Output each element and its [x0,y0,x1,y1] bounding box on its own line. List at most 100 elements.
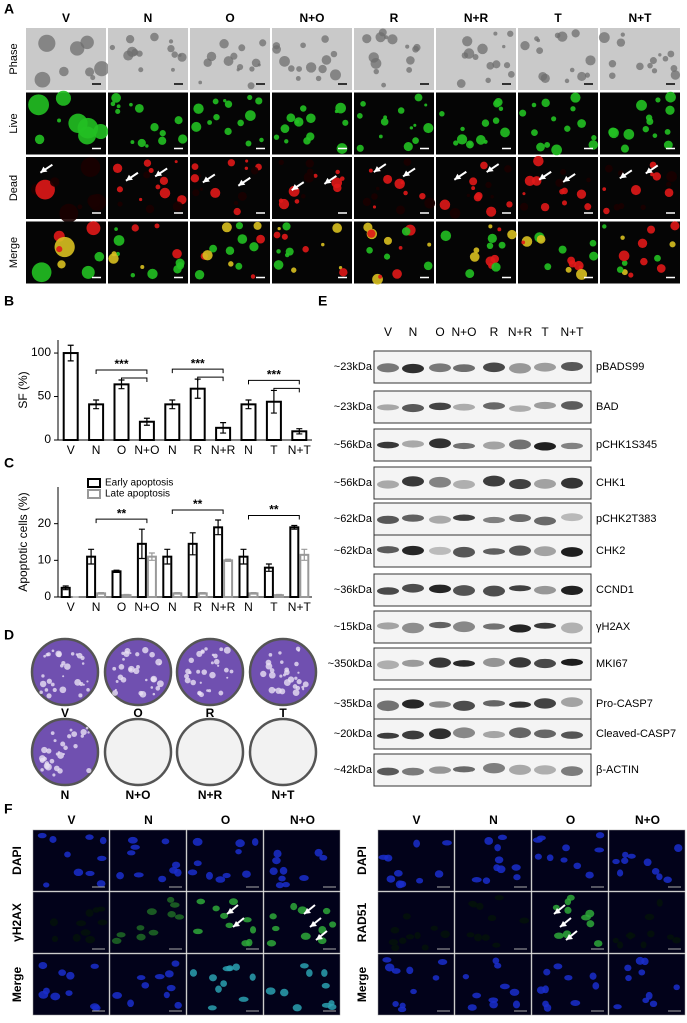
colony [61,661,66,666]
colony [142,647,149,654]
cell [584,203,592,211]
arrow-head [560,921,567,927]
nucleus [91,1004,101,1012]
nucleus [673,984,680,991]
band [377,404,399,411]
cell [109,44,116,51]
band [377,587,399,595]
cell [250,274,256,279]
colony [51,649,55,653]
cell [224,127,232,136]
y-tick-label: 10 [38,553,52,567]
column-header: R [390,11,399,25]
nucleus [638,969,646,976]
row-label: Live [8,113,20,133]
band [453,442,475,450]
cell [658,53,662,57]
panel-label: F [4,801,13,817]
cell [305,159,314,168]
nucleus [242,870,251,878]
significance: *** [191,356,205,370]
band [402,622,424,634]
colony [196,669,201,674]
cell [647,225,656,234]
band [534,765,556,775]
band [534,546,556,557]
colony [39,690,43,694]
nucleus [640,941,647,949]
bar [289,526,300,598]
nucleus [112,991,123,999]
cell [225,246,235,255]
band [402,476,424,487]
cell [477,43,488,55]
cell [210,187,221,198]
band [429,515,451,524]
micrograph [109,829,187,892]
cell [282,222,291,231]
cell [394,178,405,190]
colony [43,654,46,658]
y-tick-label: 0 [44,589,51,603]
colony [67,734,72,739]
nucleus [497,834,508,841]
cell [93,123,109,140]
cell [647,62,653,69]
cell [551,144,562,156]
row-label: γH2AX [10,903,24,942]
cell [335,102,346,114]
colony [56,651,62,658]
micrograph [600,221,680,284]
x-tick-label: R [193,443,202,457]
nucleus [167,911,176,918]
cell [589,251,599,261]
cell [540,202,550,212]
error-bar [250,592,257,595]
colony [135,652,140,657]
colony [152,692,156,696]
cell [576,268,588,280]
band [377,767,399,776]
nucleus [390,926,400,934]
colony [118,664,125,670]
cell [356,144,364,152]
nucleus [388,939,399,946]
colony [40,768,44,772]
cell [571,29,580,38]
colony [294,676,298,680]
band [453,727,475,739]
cell [621,269,628,276]
nucleus [484,836,494,845]
nucleus [50,992,61,1001]
nucleus [90,963,99,969]
cell [245,140,252,147]
cell [237,191,247,201]
column-header: N+R [464,11,489,25]
cell [367,229,376,238]
cell [370,58,382,69]
cell [536,47,544,55]
cell [439,199,451,211]
band [429,728,451,740]
band [509,439,531,450]
cell [362,197,372,207]
bar [213,526,224,598]
size-label: ~42kDa [334,764,373,776]
band [483,441,505,450]
colony [46,693,52,699]
error-bar [123,593,130,597]
cell [223,98,227,103]
lane-label: T [541,325,549,339]
cell [251,58,261,68]
colony [302,681,309,688]
colony [121,651,125,655]
nucleus [64,851,71,858]
band [534,442,556,451]
cell [368,168,373,173]
size-label: ~23kDa [334,401,373,413]
colony [80,734,84,738]
colony [209,671,216,679]
cell [491,262,501,272]
band [561,442,583,450]
arrow-head [539,173,547,180]
